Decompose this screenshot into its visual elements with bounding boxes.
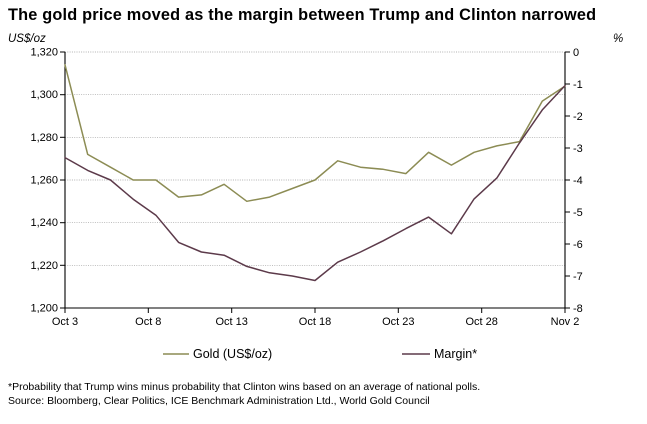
svg-text:-8: -8	[573, 303, 583, 315]
svg-text:-3: -3	[573, 143, 583, 155]
svg-text:Oct 28: Oct 28	[465, 316, 497, 328]
svg-text:-7: -7	[573, 271, 583, 283]
svg-text:1,240: 1,240	[30, 217, 58, 229]
svg-text:1,280: 1,280	[30, 132, 58, 144]
svg-text:Nov 2: Nov 2	[551, 316, 580, 328]
svg-text:-1: -1	[573, 79, 583, 91]
svg-text:-2: -2	[573, 111, 583, 123]
svg-text:Gold (US$/oz): Gold (US$/oz)	[193, 347, 272, 361]
svg-text:-5: -5	[573, 207, 583, 219]
svg-text:1,320: 1,320	[30, 47, 58, 59]
svg-text:1,260: 1,260	[30, 175, 58, 187]
svg-text:-6: -6	[573, 239, 583, 251]
svg-text:0: 0	[573, 47, 579, 59]
svg-text:%: %	[613, 33, 623, 45]
svg-text:1,300: 1,300	[30, 89, 58, 101]
svg-text:Oct 8: Oct 8	[135, 316, 161, 328]
svg-text:Oct 13: Oct 13	[215, 316, 247, 328]
svg-text:Oct 3: Oct 3	[52, 316, 78, 328]
svg-text:1,200: 1,200	[30, 303, 58, 315]
svg-text:1,220: 1,220	[30, 260, 58, 272]
svg-text:US$/oz: US$/oz	[8, 33, 46, 45]
svg-text:Oct 23: Oct 23	[382, 316, 414, 328]
svg-text:-4: -4	[573, 175, 583, 187]
svg-text:Oct 18: Oct 18	[299, 316, 331, 328]
svg-text:Margin*: Margin*	[434, 347, 477, 361]
